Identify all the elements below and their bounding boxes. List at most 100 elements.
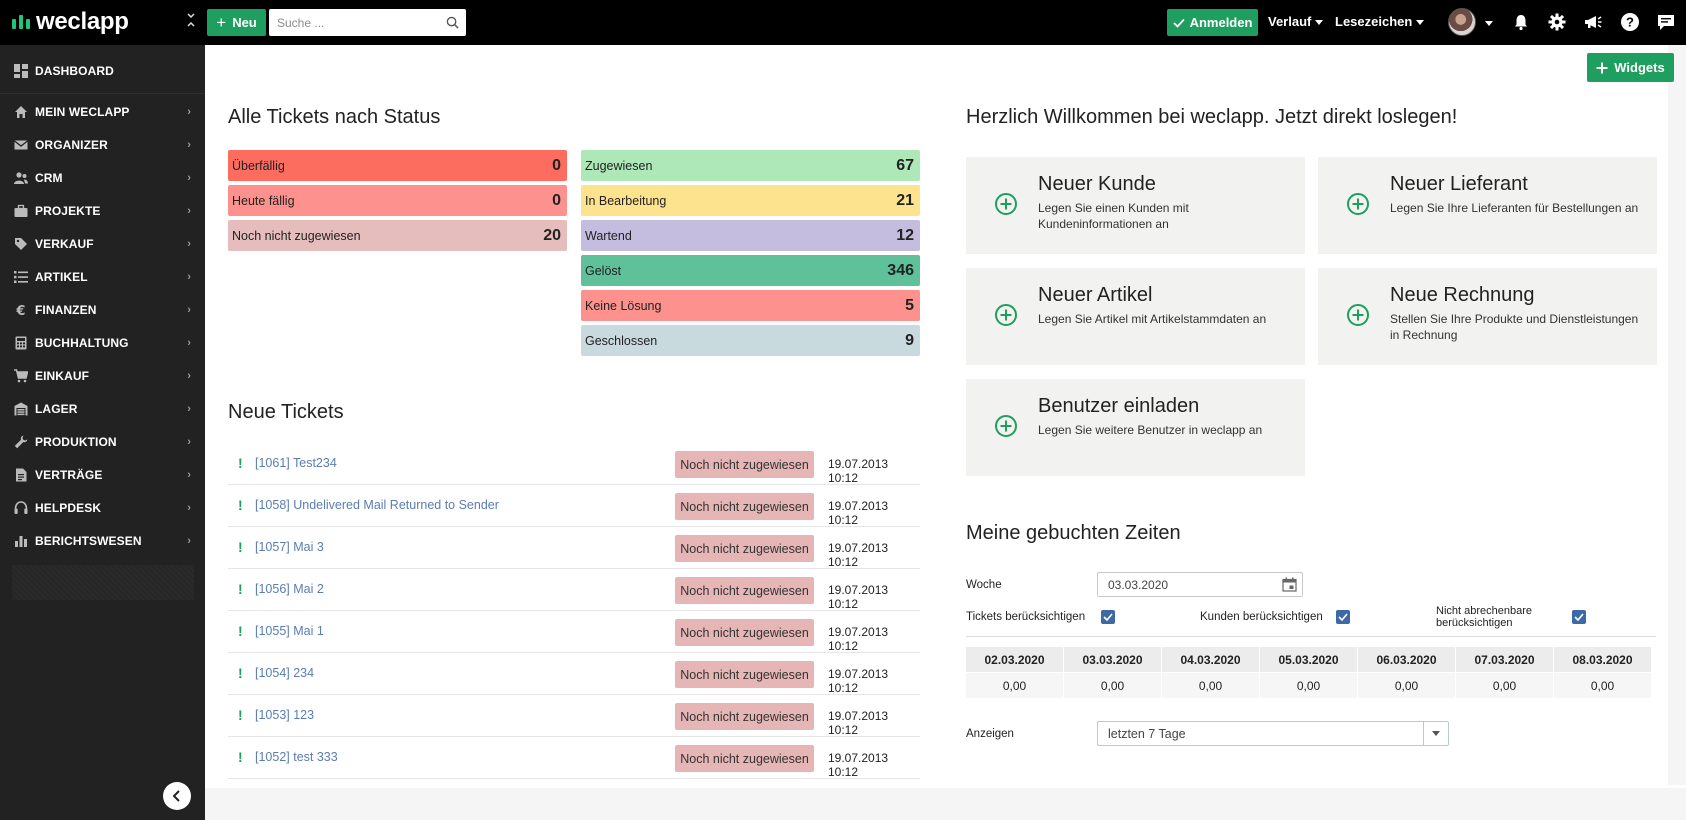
ticket-link[interactable]: [1056] Mai 2 [255, 582, 324, 596]
chevron-right-icon: › [187, 303, 191, 316]
status-badge: Noch nicht zugewiesen [675, 577, 814, 604]
card-description: Legen Sie Ihre Lieferanten für Bestellun… [1390, 201, 1639, 215]
status-due-today[interactable]: Heute fällig 0 [228, 185, 567, 216]
chevron-right-icon: › [187, 402, 191, 415]
sidebar-item-dashboard[interactable]: DASHBOARD [0, 54, 205, 87]
avatar[interactable] [1448, 8, 1476, 36]
calendar-icon[interactable] [1282, 577, 1297, 592]
chevron-right-icon: › [187, 270, 191, 283]
dropdown-arrow-icon[interactable] [1423, 722, 1448, 745]
woche-label: Woche [966, 579, 1002, 591]
ticket-link[interactable]: [1055] Mai 1 [255, 624, 324, 638]
day-value: 0,00 [1456, 673, 1553, 698]
sidebar-item-label: CRM [35, 170, 63, 185]
chevron-right-icon: › [187, 501, 191, 514]
scrollbar-track[interactable] [1668, 45, 1686, 785]
table-row: ! [1058] Undelivered Mail Returned to Se… [228, 485, 920, 527]
sidebar-placeholder [12, 565, 194, 600]
help-icon[interactable]: ? [1620, 12, 1640, 32]
status-label: Keine Lösung [585, 298, 662, 313]
ticket-date: 19.07.2013 10:12 [828, 667, 889, 695]
sidebar-item-mein-weclapp[interactable]: MEIN WECLAPP › [0, 95, 205, 128]
card-new-article[interactable]: Neuer Artikel Legen Sie Artikel mit Arti… [966, 268, 1305, 365]
status-count: 9 [905, 331, 914, 349]
new-button-label: Neu [232, 15, 257, 30]
ticket-link[interactable]: [1053] 123 [255, 708, 315, 722]
users-icon [14, 171, 28, 184]
card-new-supplier[interactable]: Neuer Lieferant Legen Sie Ihre Lieferant… [1318, 157, 1657, 254]
tickets-checkbox[interactable] [1101, 610, 1115, 624]
week-date-input[interactable] [1098, 573, 1278, 596]
status-unassigned[interactable]: Noch nicht zugewiesen 20 [228, 220, 567, 251]
briefcase-icon [14, 204, 28, 217]
sidebar-item-einkauf[interactable]: EINKAUF › [0, 359, 205, 392]
add-circle-icon [995, 193, 1017, 215]
lesezeichen-label: Lesezeichen [1335, 14, 1413, 29]
anmelden-button[interactable]: Anmelden [1167, 9, 1258, 36]
sidebar-collapse-button[interactable] [163, 782, 191, 810]
table-row: ! [1055] Mai 1 Noch nicht zugewiesen 19.… [228, 611, 920, 653]
bell-icon[interactable] [1511, 12, 1531, 32]
sidebar-item-lager[interactable]: LAGER › [0, 392, 205, 425]
search-input[interactable] [269, 9, 439, 36]
sidebar-item-crm[interactable]: CRM › [0, 161, 205, 194]
period-select[interactable]: letzten 7 Tage [1097, 721, 1449, 746]
status-no-solution[interactable]: Keine Lösung 5 [581, 290, 920, 321]
wrench-icon [14, 435, 28, 448]
headset-icon [14, 500, 28, 514]
card-title: Neuer Kunde [1038, 173, 1156, 195]
table-row: ! [1052] test 333 Noch nicht zugewiesen … [228, 737, 920, 779]
collapse-menu-icon[interactable] [184, 13, 198, 30]
anzeigen-label: Anzeigen [966, 728, 1014, 740]
add-widgets-button[interactable]: Widgets [1587, 53, 1674, 82]
status-waiting[interactable]: Wartend 12 [581, 220, 920, 251]
lesezeichen-menu[interactable]: Lesezeichen [1335, 14, 1425, 29]
search-icon[interactable] [446, 16, 459, 29]
card-new-customer[interactable]: Neuer Kunde Legen Sie einen Kunden mit K… [966, 157, 1305, 254]
sidebar-item-artikel[interactable]: ARTIKEL › [0, 260, 205, 293]
new-button[interactable]: + Neu [207, 9, 266, 36]
status-overdue[interactable]: Überfällig 0 [228, 150, 567, 181]
page-footer-area [205, 788, 1686, 820]
sidebar-item-berichtswesen[interactable]: BERICHTSWESEN › [0, 524, 205, 557]
gear-icon[interactable] [1547, 12, 1567, 32]
status-badge: Noch nicht zugewiesen [675, 619, 814, 646]
weclapp-logo[interactable]: weclapp [12, 10, 129, 34]
avatar-caret-icon[interactable] [1485, 21, 1493, 26]
verlauf-label: Verlauf [1268, 14, 1312, 29]
status-closed[interactable]: Geschlossen 9 [581, 325, 920, 356]
megaphone-icon[interactable] [1583, 12, 1603, 32]
kunden-checkbox[interactable] [1336, 610, 1350, 624]
card-new-invoice[interactable]: Neue Rechnung Stellen Sie Ihre Produkte … [1318, 268, 1657, 365]
day-header: 08.03.2020 [1554, 647, 1651, 672]
sidebar-divider [0, 93, 205, 94]
status-label: Gelöst [585, 263, 622, 278]
nicht-abrechenbare-checkbox[interactable] [1572, 610, 1586, 624]
sidebar-item-helpdesk[interactable]: HELPDESK › [0, 491, 205, 524]
sidebar: DASHBOARD MEIN WECLAPP › ORGANIZER › CRM… [0, 45, 205, 820]
chevron-right-icon: › [187, 468, 191, 481]
status-solved[interactable]: Gelöst 346 [581, 255, 920, 286]
status-assigned[interactable]: Zugewiesen 67 [581, 150, 920, 181]
sidebar-item-finanzen[interactable]: € FINANZEN › [0, 293, 205, 326]
status-in-progress[interactable]: In Bearbeitung 21 [581, 185, 920, 216]
card-invite-user[interactable]: Benutzer einladen Legen Sie weitere Benu… [966, 379, 1305, 476]
verlauf-menu[interactable]: Verlauf [1268, 14, 1324, 29]
ticket-link[interactable]: [1052] test 333 [255, 750, 338, 764]
ticket-link[interactable]: [1061] Test234 [255, 456, 337, 470]
sidebar-item-verkauf[interactable]: VERKAUF › [0, 227, 205, 260]
sidebar-item-buchhaltung[interactable]: BUCHHALTUNG › [0, 326, 205, 359]
sidebar-item-projekte[interactable]: PROJEKTE › [0, 194, 205, 227]
bar-chart-icon [15, 535, 27, 547]
check-icon [1103, 613, 1113, 621]
day-header: 02.03.2020 [966, 647, 1063, 672]
ticket-link[interactable]: [1057] Mai 3 [255, 540, 324, 554]
sidebar-item-organizer[interactable]: ORGANIZER › [0, 128, 205, 161]
sidebar-item-produktion[interactable]: PRODUKTION › [0, 425, 205, 458]
sidebar-item-vertraege[interactable]: VERTRÄGE › [0, 458, 205, 491]
ticket-link[interactable]: [1058] Undelivered Mail Returned to Send… [255, 498, 499, 512]
ticket-link[interactable]: [1054] 234 [255, 666, 315, 680]
kunden-checkbox-label: Kunden berücksichtigen [1200, 611, 1323, 623]
chat-icon[interactable] [1656, 12, 1676, 32]
ticket-date: 19.07.2013 10:12 [828, 709, 889, 737]
